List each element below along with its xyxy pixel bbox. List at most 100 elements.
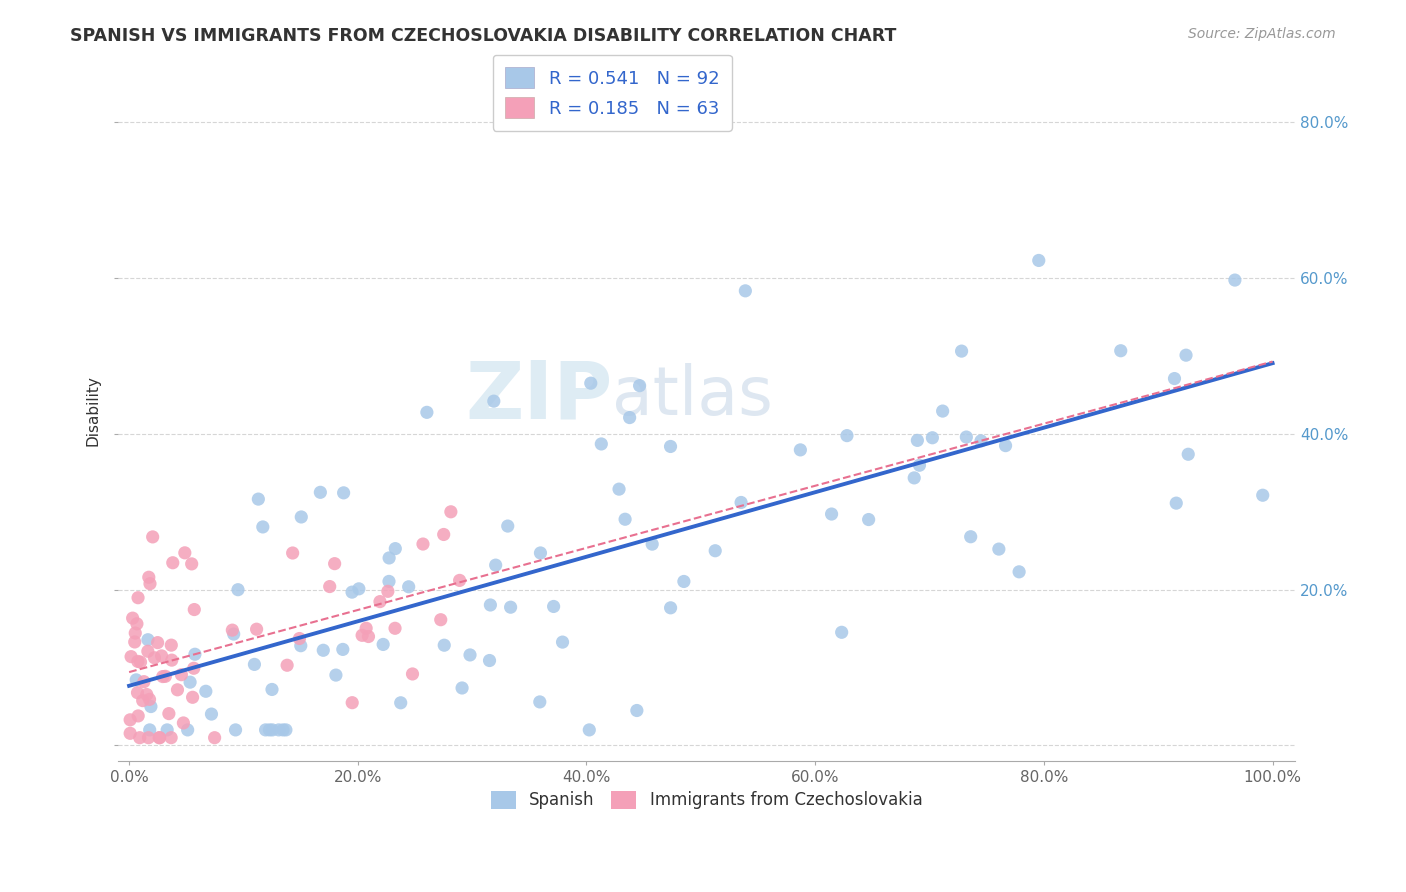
Point — [290, 639, 312, 653]
Point — [149, 731, 172, 745]
Point — [340, 696, 363, 710]
Point — [994, 439, 1017, 453]
Point — [607, 482, 630, 496]
Point — [789, 442, 811, 457]
Point — [155, 669, 177, 683]
Point — [1028, 253, 1050, 268]
Point — [378, 574, 401, 589]
Point — [125, 673, 148, 687]
Point — [659, 440, 682, 454]
Point — [950, 344, 973, 359]
Point — [1166, 496, 1188, 510]
Point — [246, 622, 269, 636]
Point — [142, 530, 165, 544]
Point — [1109, 343, 1132, 358]
Point — [352, 628, 374, 642]
Point — [903, 471, 925, 485]
Point — [127, 591, 149, 605]
Point — [347, 582, 370, 596]
Point — [401, 667, 423, 681]
Point — [323, 557, 346, 571]
Point — [135, 688, 157, 702]
Point — [368, 594, 391, 608]
Point — [458, 648, 481, 662]
Point — [267, 723, 290, 737]
Point — [433, 527, 456, 541]
Point — [157, 706, 180, 721]
Point — [204, 731, 226, 745]
Point — [121, 611, 143, 625]
Point — [1175, 348, 1198, 362]
Point — [124, 626, 146, 640]
Point — [183, 661, 205, 675]
Text: atlas: atlas — [613, 363, 773, 429]
Point — [288, 632, 311, 646]
Point — [496, 519, 519, 533]
Point — [143, 650, 166, 665]
Point — [730, 495, 752, 509]
Point — [152, 669, 174, 683]
Point — [451, 681, 474, 695]
Point — [166, 682, 188, 697]
Point — [377, 584, 399, 599]
Point — [319, 580, 342, 594]
Point — [120, 649, 142, 664]
Point — [194, 684, 217, 698]
Point — [148, 731, 170, 745]
Point — [170, 667, 193, 681]
Point — [139, 576, 162, 591]
Point — [160, 638, 183, 652]
Point — [136, 644, 159, 658]
Point — [120, 726, 142, 740]
Point — [129, 655, 152, 669]
Legend: Spanish, Immigrants from Czechoslovakia: Spanish, Immigrants from Czechoslovakia — [484, 784, 929, 816]
Text: Source: ZipAtlas.com: Source: ZipAtlas.com — [1188, 27, 1336, 41]
Point — [259, 723, 281, 737]
Point — [181, 690, 204, 705]
Point — [619, 410, 641, 425]
Point — [160, 731, 183, 745]
Point — [340, 585, 363, 599]
Point — [987, 542, 1010, 557]
Point — [672, 574, 695, 589]
Point — [485, 558, 508, 573]
Point — [125, 616, 148, 631]
Point — [398, 580, 420, 594]
Point — [354, 621, 377, 635]
Point — [276, 658, 298, 673]
Point — [325, 668, 347, 682]
Point — [254, 723, 277, 737]
Point — [591, 437, 613, 451]
Point — [734, 284, 756, 298]
Point — [128, 731, 150, 745]
Point — [179, 675, 201, 690]
Point — [1251, 488, 1274, 502]
Point — [124, 635, 146, 649]
Point — [578, 723, 600, 737]
Point — [959, 530, 981, 544]
Point — [416, 405, 439, 419]
Point — [184, 647, 207, 661]
Point — [357, 630, 380, 644]
Point — [955, 430, 977, 444]
Point — [146, 635, 169, 649]
Point — [389, 696, 412, 710]
Point — [1163, 371, 1185, 385]
Point — [127, 686, 149, 700]
Point — [156, 723, 179, 737]
Point — [704, 543, 727, 558]
Point — [1008, 565, 1031, 579]
Point — [482, 394, 505, 409]
Point — [160, 653, 183, 667]
Point — [433, 638, 456, 652]
Point — [127, 709, 149, 723]
Point — [138, 723, 160, 737]
Point — [905, 434, 928, 448]
Point — [150, 648, 173, 663]
Point — [478, 653, 501, 667]
Point — [499, 600, 522, 615]
Point — [551, 635, 574, 649]
Point — [309, 485, 332, 500]
Point — [659, 600, 682, 615]
Text: SPANISH VS IMMIGRANTS FROM CZECHOSLOVAKIA DISABILITY CORRELATION CHART: SPANISH VS IMMIGRANTS FROM CZECHOSLOVAKI… — [70, 27, 897, 45]
